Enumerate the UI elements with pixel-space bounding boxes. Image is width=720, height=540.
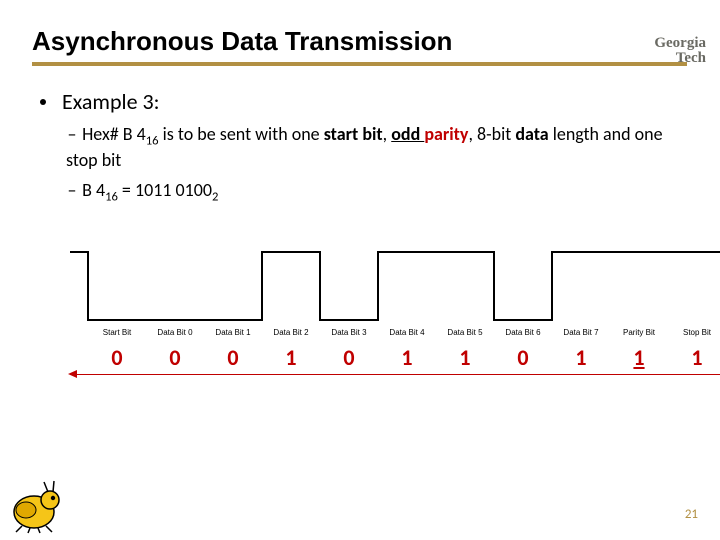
sb1-sub: 16 xyxy=(146,134,159,149)
sb1-b2plain: odd xyxy=(391,123,424,145)
waveform-svg xyxy=(60,250,720,326)
bit-label: Data Bit 1 xyxy=(204,328,262,337)
bit-label: Data Bit 4 xyxy=(378,328,436,337)
bit-label: Data Bit 5 xyxy=(436,328,494,337)
bit-value: 0 xyxy=(494,344,552,371)
sb1-prefix: Hex# B 4 xyxy=(82,123,146,145)
subbullet-1: – Hex# B 416 is to be sent with one star… xyxy=(66,123,686,171)
sb2-sub1: 16 xyxy=(105,189,118,204)
bit-value: 0 xyxy=(146,344,204,371)
bit-label: Start Bit xyxy=(88,328,146,337)
title-underline xyxy=(32,62,687,66)
dash-icon-2: – xyxy=(66,179,78,201)
sb1-mid: is to be sent with one xyxy=(159,123,324,145)
dash-icon: – xyxy=(66,123,78,145)
page-title: Asynchronous Data Transmission xyxy=(32,26,452,57)
waveform-diagram: Start Bit0Data Bit 00Data Bit 10Data Bit… xyxy=(60,250,686,400)
bit-value: 0 xyxy=(320,344,378,371)
sb1-b3: data xyxy=(515,123,548,145)
georgia-tech-logo: Georgia Tech xyxy=(654,36,706,66)
sb2-mid: = 1011 0100 xyxy=(118,179,212,201)
sb1-b1: start bit xyxy=(324,123,383,145)
logo-line1: Georgia xyxy=(654,36,706,51)
bit-label: Data Bit 7 xyxy=(552,328,610,337)
arrow-head-icon xyxy=(68,370,77,378)
bullet-dot-icon xyxy=(40,99,46,105)
bit-value: 1 xyxy=(552,344,610,371)
bullet-example3: Example 3: xyxy=(40,88,686,115)
bit-value: 0 xyxy=(204,344,262,371)
bit-value: 0 xyxy=(88,344,146,371)
sb2-prefix: B 4 xyxy=(82,179,105,201)
bit-label: Stop Bit xyxy=(668,328,720,337)
bit-value: 1 xyxy=(262,344,320,371)
content-area: Example 3: – Hex# B 416 is to be sent wi… xyxy=(0,74,720,400)
bit-label: Data Bit 6 xyxy=(494,328,552,337)
page-number: 21 xyxy=(685,507,698,522)
bit-value: 1 xyxy=(610,344,668,371)
subbullet-2: – B 416 = 1011 01002 xyxy=(66,179,686,205)
bit-label: Parity Bit xyxy=(610,328,668,337)
bit-label: Data Bit 0 xyxy=(146,328,204,337)
logo-line2: Tech xyxy=(654,51,706,66)
sb2-sub2: 2 xyxy=(212,189,218,204)
bit-label: Data Bit 2 xyxy=(262,328,320,337)
bit-label: Data Bit 3 xyxy=(320,328,378,337)
sb1-sep2: , 8-bit xyxy=(468,123,515,145)
sb1-sep1: , xyxy=(383,123,392,145)
subbullet-1-text: – Hex# B 416 is to be sent with one star… xyxy=(66,123,686,171)
bit-value: 1 xyxy=(668,344,720,371)
sb1-b2red: parity xyxy=(424,123,468,145)
mascot-icon xyxy=(4,478,68,534)
bullet-example3-text: Example 3: xyxy=(62,88,160,115)
arrow-line xyxy=(70,374,720,375)
slide: Asynchronous Data Transmission Georgia T… xyxy=(0,0,720,540)
subbullet-2-text: – B 416 = 1011 01002 xyxy=(66,179,686,205)
bit-value: 1 xyxy=(436,344,494,371)
bit-value: 1 xyxy=(378,344,436,371)
